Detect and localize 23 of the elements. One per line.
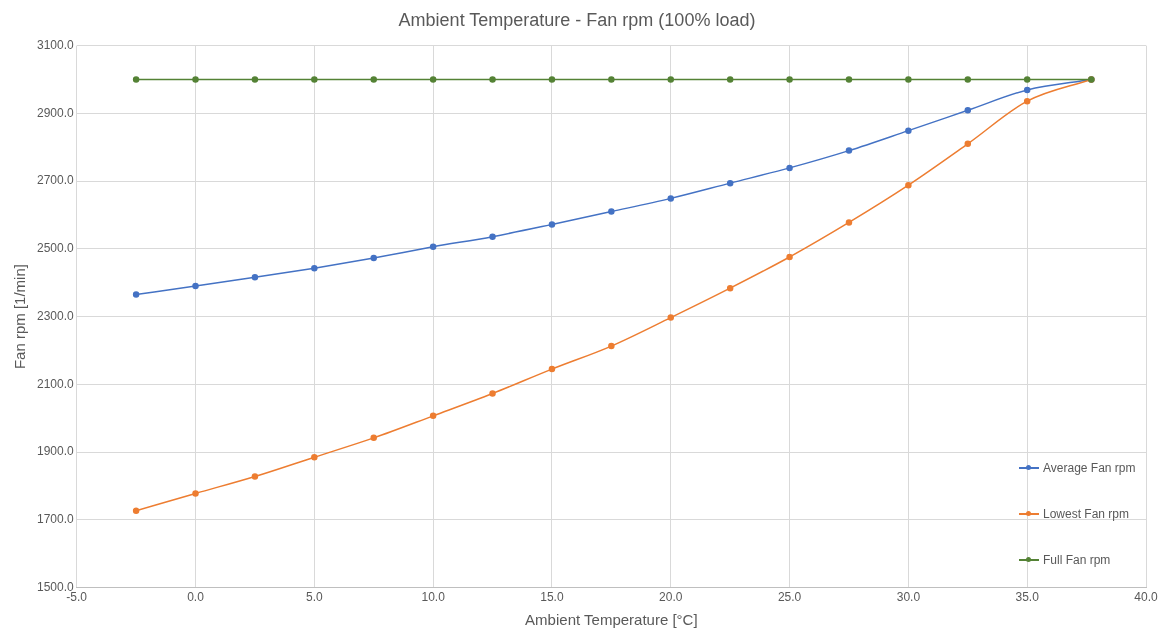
x-tick-label: 0.0 bbox=[187, 590, 205, 605]
x-tick-label: 30.0 bbox=[896, 590, 921, 605]
y-tick-label: 2900.0 bbox=[37, 105, 75, 120]
x-tick-label: 20.0 bbox=[659, 590, 683, 605]
x-tick-label: 25.0 bbox=[777, 590, 802, 605]
x-tick-label: 40.0 bbox=[1134, 590, 1158, 605]
y-tick-label: 2500.0 bbox=[37, 241, 75, 256]
y-tick-label: 2100.0 bbox=[37, 376, 75, 391]
x-tick-label: 35.0 bbox=[1015, 590, 1040, 605]
legend-label: Average Fan rpm bbox=[1043, 460, 1136, 475]
x-tick-label: 5.0 bbox=[305, 590, 323, 605]
x-axis-title: Ambient Temperature [°C] bbox=[525, 611, 698, 629]
y-axis-title: Fan rpm [1/min] bbox=[11, 264, 29, 370]
y-tick-label: 3100.0 bbox=[37, 37, 75, 52]
x-tick-label: 10.0 bbox=[421, 590, 446, 605]
y-tick-label: 2300.0 bbox=[37, 308, 75, 323]
x-tick-label: 15.0 bbox=[540, 590, 564, 605]
legend-label: Lowest Fan rpm bbox=[1043, 506, 1130, 521]
chart-title: Ambient Temperature - Fan rpm (100% load) bbox=[398, 9, 756, 30]
y-tick-label: 1900.0 bbox=[37, 444, 75, 459]
y-tick-label: 2700.0 bbox=[37, 173, 75, 188]
y-tick-label: 1700.0 bbox=[37, 512, 75, 527]
legend-label: Full Fan rpm bbox=[1043, 552, 1111, 567]
